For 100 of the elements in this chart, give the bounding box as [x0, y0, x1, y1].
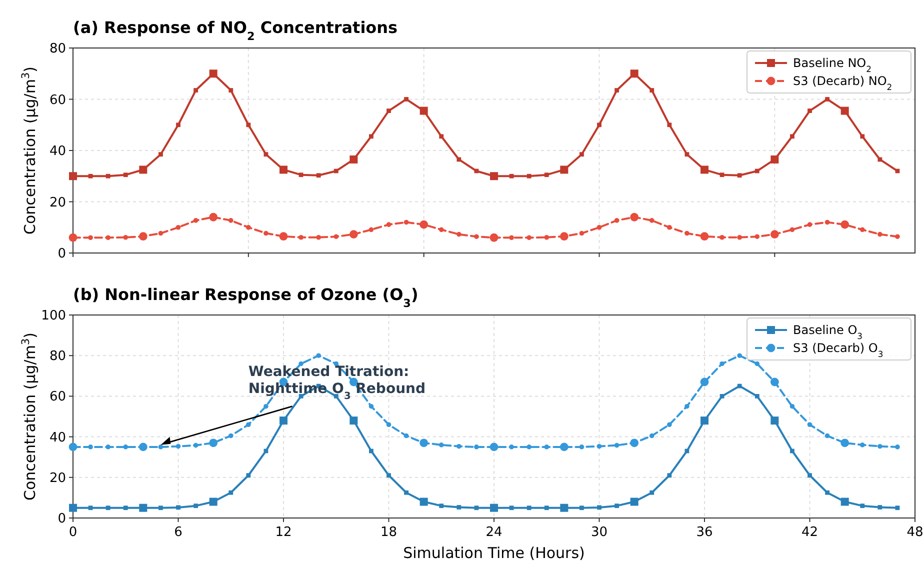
point — [193, 442, 198, 448]
point — [509, 235, 514, 240]
point — [334, 168, 338, 174]
point — [368, 404, 374, 409]
x-tick-label: 18 — [380, 525, 398, 540]
point — [860, 134, 865, 139]
point — [754, 168, 760, 174]
point — [860, 504, 865, 508]
point — [123, 444, 128, 450]
point — [649, 218, 654, 223]
point — [404, 220, 409, 225]
point — [526, 174, 532, 178]
point — [438, 227, 444, 232]
point — [404, 490, 408, 495]
point — [228, 88, 234, 92]
point — [439, 134, 444, 139]
point — [456, 505, 462, 510]
point — [597, 122, 602, 128]
point — [737, 234, 742, 240]
chart-title: (a) Response of NO$_{2}$ Concentrations — [73, 18, 398, 42]
point — [720, 172, 724, 178]
point — [246, 473, 251, 478]
point — [650, 490, 654, 495]
x-tick-label: 42 — [801, 525, 818, 540]
point — [264, 152, 268, 157]
point — [88, 235, 93, 240]
x-tick-label: 36 — [696, 525, 713, 540]
point — [386, 108, 391, 113]
point — [474, 444, 479, 450]
point — [176, 444, 181, 449]
legend-label: S3 (Decarb) NO$_{2}$ — [793, 74, 892, 92]
point — [526, 506, 532, 510]
point — [754, 234, 760, 239]
point — [667, 422, 672, 428]
point — [667, 224, 672, 230]
point — [720, 234, 724, 240]
point — [456, 157, 462, 162]
y-tick-label: 20 — [49, 470, 66, 486]
point — [684, 230, 690, 236]
chart-title: (b) Non-linear Response of Ozone (O$_{3}$) — [73, 285, 418, 310]
point — [526, 235, 532, 240]
point — [824, 433, 830, 438]
point — [667, 122, 672, 128]
y-tick-label: 60 — [49, 92, 66, 108]
point — [316, 234, 321, 240]
point — [194, 504, 198, 508]
point — [895, 506, 900, 510]
y-tick-label: 80 — [49, 42, 66, 56]
y-tick-label: 60 — [49, 390, 66, 405]
point — [158, 506, 163, 510]
point — [88, 506, 93, 510]
point — [316, 353, 321, 358]
legend-label: Baseline NO$_{2}$ — [793, 56, 872, 74]
point — [596, 224, 602, 230]
point — [720, 361, 724, 366]
point — [474, 506, 479, 510]
point — [228, 218, 234, 223]
point — [246, 224, 251, 230]
point — [228, 490, 234, 495]
point — [895, 234, 900, 239]
point — [474, 234, 479, 239]
point — [228, 433, 234, 438]
point — [825, 97, 830, 102]
point — [193, 218, 198, 223]
x-axis-title: Simulation Time (Hours) — [403, 544, 585, 561]
point — [544, 172, 549, 178]
point — [737, 173, 742, 178]
legend-label: Baseline O$_{3}$ — [793, 323, 862, 341]
point — [808, 108, 812, 113]
point — [176, 224, 181, 230]
point — [456, 232, 462, 237]
point — [544, 506, 549, 510]
point — [439, 504, 444, 508]
point — [509, 444, 514, 450]
point — [123, 234, 128, 240]
point — [246, 422, 251, 428]
point — [438, 442, 444, 448]
point — [298, 172, 304, 178]
legend-label: S3 (Decarb) O$_{3}$ — [793, 341, 884, 359]
x-tick-label: 12 — [275, 525, 292, 540]
point — [860, 227, 865, 232]
point — [456, 444, 462, 449]
point — [614, 442, 620, 448]
point — [825, 490, 830, 495]
point — [106, 174, 110, 178]
y-tick-label: 0 — [58, 246, 66, 262]
point — [754, 394, 760, 398]
point — [334, 234, 339, 239]
point — [614, 218, 620, 223]
point — [88, 444, 93, 450]
point — [246, 122, 251, 128]
point — [684, 404, 690, 409]
point — [106, 444, 110, 450]
point — [176, 505, 180, 510]
point — [790, 134, 794, 139]
point — [878, 232, 882, 237]
point — [264, 404, 268, 409]
point — [579, 444, 584, 450]
point — [544, 234, 550, 240]
x-tick-label: 48 — [906, 525, 923, 540]
